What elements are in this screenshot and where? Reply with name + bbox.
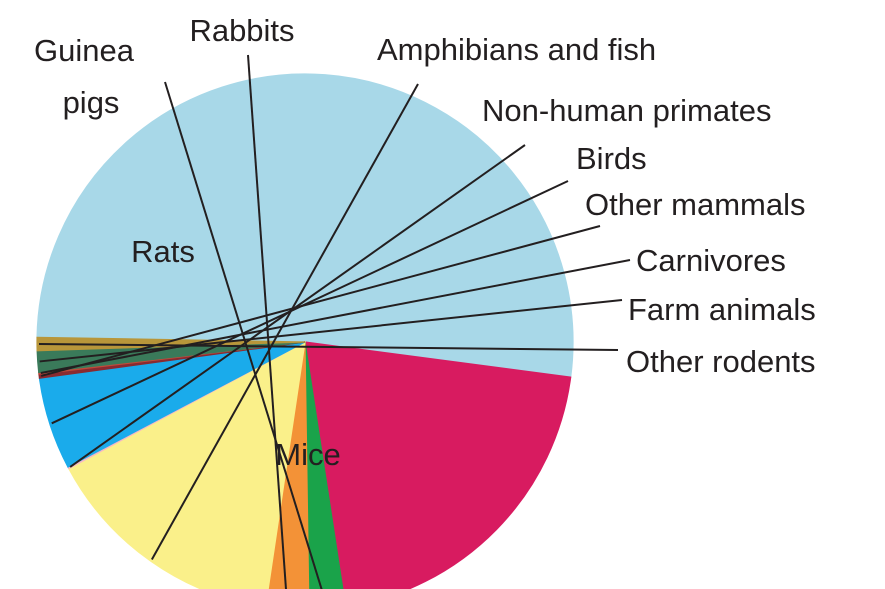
label-other-mammals: Other mammals xyxy=(585,187,805,222)
leader-line-amphibians-and-fish xyxy=(150,83,419,560)
labels-layer: Mice Rats Guinea pigs Rabbits Amphibians… xyxy=(34,13,816,472)
leader-line-guinea-pigs xyxy=(164,81,323,589)
label-carnivores: Carnivores xyxy=(636,243,786,278)
label-rats: Rats xyxy=(131,234,195,269)
leader-lines xyxy=(38,54,631,589)
slice-amphibians-and-fish xyxy=(67,340,306,589)
leader-line-rabbits xyxy=(247,54,287,589)
slice-rats xyxy=(304,341,572,589)
leader-line-other-rodents xyxy=(38,343,619,351)
leader-line-non-human-primates xyxy=(69,144,526,468)
slices-layer xyxy=(36,73,574,589)
label-other-rodents: Other rodents xyxy=(626,344,816,379)
slice-other-rodents xyxy=(36,336,306,352)
label-non-human-primates: Non-human primates xyxy=(482,93,771,128)
slice-mice xyxy=(36,73,574,378)
label-guinea-pigs-line1: Guinea xyxy=(34,33,135,68)
label-mice: Mice xyxy=(275,437,340,472)
leader-line-birds xyxy=(51,180,569,425)
leader-line-farm-animals xyxy=(39,299,623,363)
label-farm-animals: Farm animals xyxy=(628,292,816,327)
slice-rabbits xyxy=(267,341,310,589)
slice-guinea-pigs xyxy=(304,341,344,589)
label-amphibians-and-fish: Amphibians and fish xyxy=(377,32,656,67)
leader-line-carnivores xyxy=(40,259,631,375)
label-guinea-pigs-line2: pigs xyxy=(63,85,120,120)
label-birds: Birds xyxy=(576,141,647,176)
label-rabbits: Rabbits xyxy=(189,13,294,48)
